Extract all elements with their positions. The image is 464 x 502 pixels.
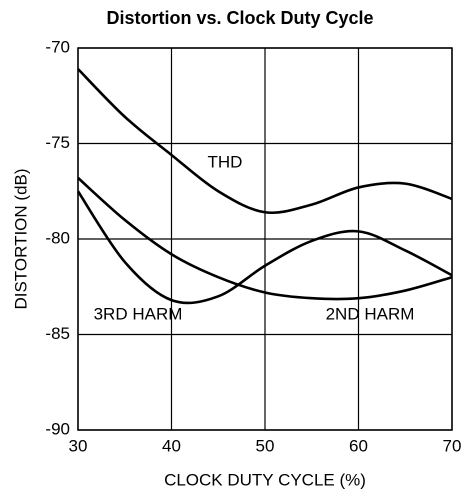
plot-frame — [77, 47, 453, 431]
x-tick-label: 30 — [69, 436, 88, 455]
chart-title: Distortion vs. Clock Duty Cycle — [106, 8, 373, 28]
x-axis-label: CLOCK DUTY CYCLE (%) — [164, 470, 366, 489]
y-tick-label: -80 — [45, 228, 70, 247]
line-series — [77, 68, 453, 215]
y-axis-label: DISTORTION (dB) — [11, 168, 30, 309]
series-label: THD — [208, 152, 243, 171]
y-tick-label: -75 — [45, 133, 70, 152]
y-tick-label: -85 — [45, 324, 70, 343]
series-label: 3RD HARM — [94, 304, 183, 323]
x-tick-label: 50 — [256, 436, 275, 455]
y-tick-label: -90 — [45, 419, 70, 438]
series-label: 2ND HARM — [326, 304, 415, 323]
x-tick-label: 70 — [443, 436, 462, 455]
x-tick-label: 40 — [162, 436, 181, 455]
x-tick-label: 60 — [349, 436, 368, 455]
line-series — [77, 176, 453, 301]
line-series — [76, 190, 453, 305]
y-tick-label: -70 — [45, 37, 70, 56]
